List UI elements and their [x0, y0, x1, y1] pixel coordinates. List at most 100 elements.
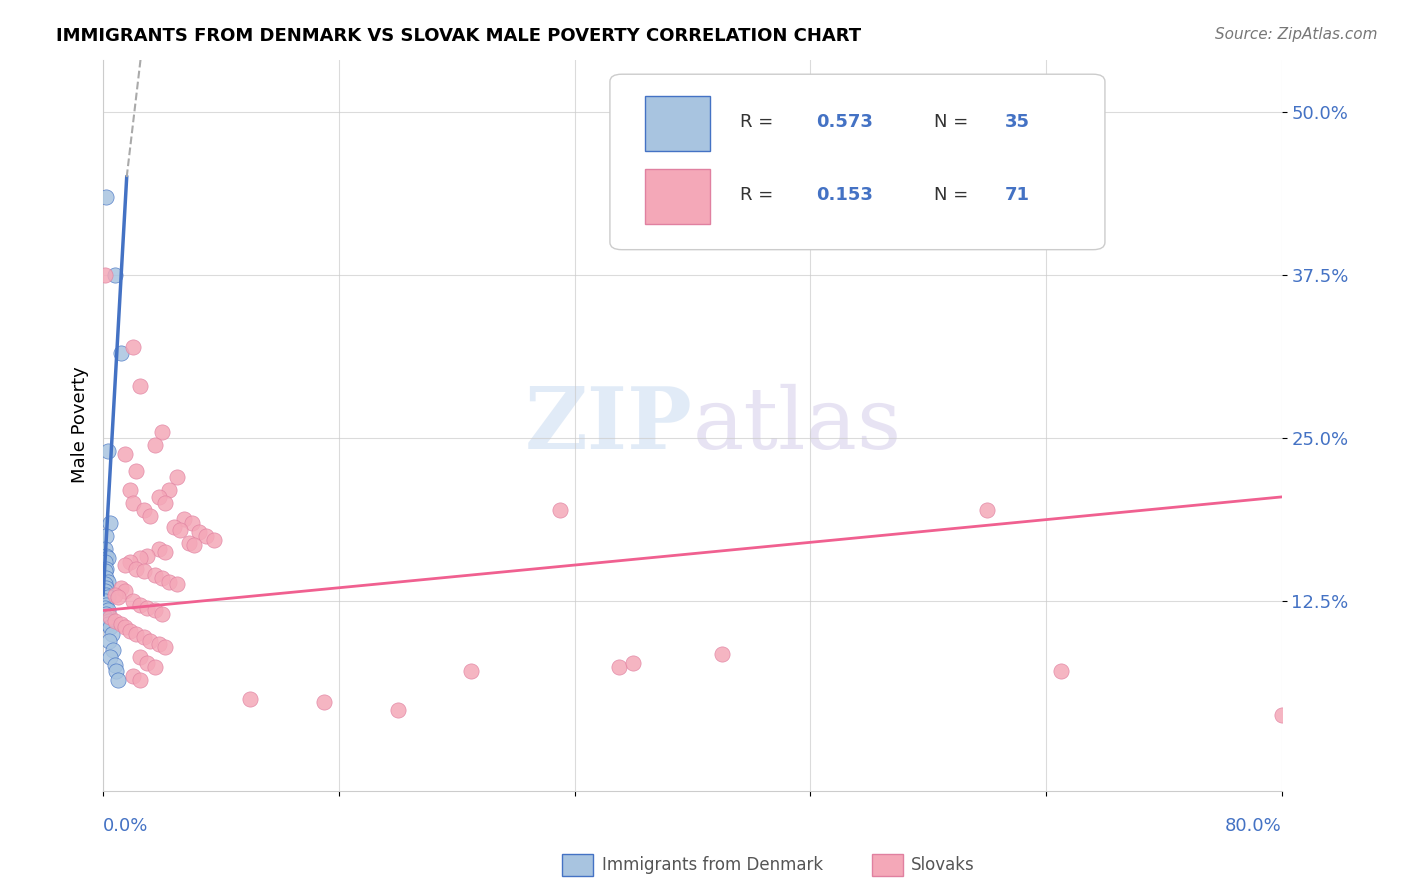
FancyBboxPatch shape — [645, 169, 710, 224]
Point — [139, 509, 162, 524]
Point — [94, 607, 117, 622]
Text: Immigrants from Denmark: Immigrants from Denmark — [602, 856, 823, 874]
Point — [143, 659, 166, 673]
Point — [100, 610, 122, 624]
Text: R =: R = — [740, 186, 779, 204]
Point — [100, 650, 122, 665]
Point — [129, 379, 152, 393]
Point — [96, 616, 118, 631]
Point — [94, 189, 117, 203]
Point — [93, 583, 115, 598]
Point — [153, 640, 176, 654]
Point — [110, 582, 132, 596]
Text: 0.153: 0.153 — [815, 186, 873, 204]
Point — [173, 512, 195, 526]
Point — [180, 516, 202, 530]
Point — [143, 568, 166, 582]
Point — [104, 588, 127, 602]
Point — [623, 656, 645, 670]
Point — [159, 574, 181, 589]
Point — [94, 562, 117, 576]
Text: Source: ZipAtlas.com: Source: ZipAtlas.com — [1215, 27, 1378, 42]
Point — [183, 538, 205, 552]
Point — [166, 470, 188, 484]
Point — [134, 503, 156, 517]
Point — [143, 438, 166, 452]
Point — [187, 525, 209, 540]
Point — [94, 571, 117, 585]
Point — [121, 496, 143, 510]
Point — [121, 340, 143, 354]
Point — [1271, 707, 1294, 722]
Point — [159, 483, 181, 498]
Point — [93, 610, 115, 624]
Point — [93, 542, 115, 557]
Point — [107, 591, 129, 605]
Text: Slovaks: Slovaks — [911, 856, 974, 874]
Point — [202, 533, 225, 547]
Point — [710, 647, 733, 661]
Point — [1049, 664, 1071, 678]
Point — [169, 523, 191, 537]
Point — [136, 549, 159, 563]
Point — [148, 542, 170, 557]
Point — [239, 692, 262, 706]
Point — [121, 594, 143, 608]
Point — [96, 444, 118, 458]
Point — [110, 616, 132, 631]
Text: 35: 35 — [1005, 112, 1029, 131]
Point — [129, 673, 152, 687]
Text: ZIP: ZIP — [524, 383, 692, 467]
Point — [93, 594, 115, 608]
Point — [107, 673, 129, 687]
Point — [104, 658, 127, 673]
Point — [143, 603, 166, 617]
Point — [114, 620, 136, 634]
Point — [124, 627, 146, 641]
Point — [98, 633, 121, 648]
Text: 0.0%: 0.0% — [103, 817, 149, 835]
Text: N =: N = — [934, 112, 974, 131]
Point — [100, 620, 122, 634]
Point — [124, 464, 146, 478]
Text: 71: 71 — [1005, 186, 1029, 204]
Point — [94, 582, 117, 596]
Point — [114, 558, 136, 572]
Point — [124, 562, 146, 576]
Point — [121, 669, 143, 683]
Text: IMMIGRANTS FROM DENMARK VS SLOVAK MALE POVERTY CORRELATION CHART: IMMIGRANTS FROM DENMARK VS SLOVAK MALE P… — [56, 27, 862, 45]
Point — [129, 551, 152, 566]
Point — [103, 642, 125, 657]
Point — [314, 695, 336, 709]
Point — [387, 703, 409, 717]
Point — [118, 624, 141, 639]
Point — [129, 599, 152, 613]
Point — [134, 630, 156, 644]
Point — [110, 346, 132, 360]
Point — [134, 564, 156, 578]
Point — [93, 577, 115, 591]
Point — [104, 614, 127, 628]
Point — [166, 577, 188, 591]
Point — [118, 483, 141, 498]
Point — [100, 516, 122, 530]
Point — [150, 425, 173, 439]
Point — [195, 529, 218, 543]
Point — [148, 490, 170, 504]
Text: atlas: atlas — [692, 384, 901, 467]
Text: 0.573: 0.573 — [815, 112, 873, 131]
Point — [976, 503, 998, 517]
Point — [94, 588, 117, 602]
Point — [150, 607, 173, 622]
Text: R =: R = — [740, 112, 779, 131]
Point — [93, 555, 115, 569]
Point — [96, 574, 118, 589]
Point — [96, 551, 118, 566]
Point — [94, 599, 117, 613]
Point — [114, 583, 136, 598]
Point — [98, 614, 121, 628]
Point — [129, 650, 152, 665]
Point — [150, 571, 173, 585]
Point — [93, 268, 115, 282]
Text: N =: N = — [934, 186, 974, 204]
